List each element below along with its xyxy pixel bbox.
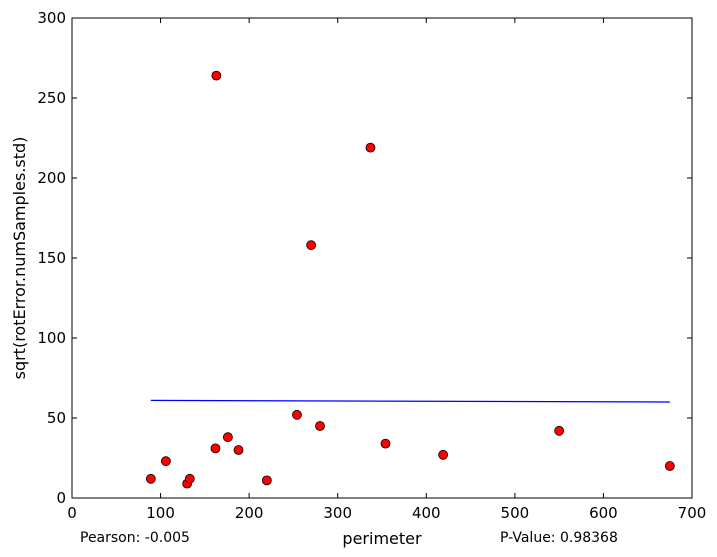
x-tick-label: 300 (323, 504, 352, 522)
data-point-11 (315, 421, 325, 431)
y-tick-label: 0 (56, 489, 66, 507)
x-tick-label: 700 (678, 504, 707, 522)
data-point-14 (438, 449, 449, 460)
data-point-6 (222, 432, 233, 443)
ticks-layer: 0 100 200 300 400 500 600 700 0 50 100 150 200 250 300 (37, 9, 706, 522)
x-tick-label: 0 (67, 504, 77, 522)
y-tick-label: 200 (37, 169, 66, 187)
data-point-8 (261, 475, 272, 486)
points-layer (145, 70, 675, 489)
y-tick-label: 150 (37, 249, 66, 267)
data-point-0 (145, 473, 156, 484)
regression-line (150, 399, 670, 403)
data-point-15 (554, 425, 565, 436)
data-point-13 (380, 438, 391, 449)
x-axis-label: perimeter (342, 529, 422, 548)
x-tick-label: 600 (589, 504, 618, 522)
data-point-16 (664, 461, 675, 471)
data-point-1 (160, 456, 171, 467)
y-tick-label: 250 (37, 89, 66, 107)
x-tick-label: 500 (501, 504, 530, 522)
x-tick-label: 400 (412, 504, 441, 522)
y-axis-label: sqrt(rotError.numSamples.std) (10, 137, 29, 380)
fit-line-layer (150, 399, 670, 403)
y-tick-label: 300 (37, 9, 66, 27)
y-tick-label: 50 (47, 409, 66, 427)
data-point-5 (211, 70, 222, 81)
data-point-3 (184, 473, 195, 484)
data-point-12 (365, 142, 376, 153)
plot-frame (71, 17, 693, 499)
y-tick-label: 100 (37, 329, 66, 347)
pvalue-label: P-Value: 0.98368 (500, 530, 618, 546)
x-tick-label: 200 (235, 504, 264, 522)
data-point-9 (292, 409, 302, 420)
pearson-label: Pearson: -0.005 (80, 530, 190, 546)
data-point-4 (210, 443, 221, 454)
data-point-7 (233, 445, 244, 455)
data-point-10 (306, 240, 317, 251)
x-tick-label: 100 (146, 504, 175, 522)
